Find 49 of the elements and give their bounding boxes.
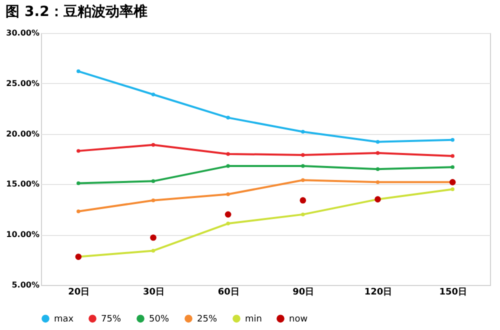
legend-label: min [245, 314, 262, 325]
legend-label: max [54, 314, 74, 325]
point [301, 164, 305, 168]
x-tick-label: 150日 [439, 286, 467, 298]
x-tick-label: 30日 [142, 286, 165, 298]
x-tick-label: 90日 [292, 286, 314, 298]
point [450, 187, 454, 192]
point [226, 222, 230, 226]
y-tick-label: 30.00% [6, 28, 40, 38]
y-tick-label: 10.00% [6, 230, 40, 240]
point [301, 212, 305, 216]
point [376, 140, 380, 144]
point [150, 234, 156, 241]
point [226, 152, 230, 156]
point [226, 116, 230, 120]
point [76, 181, 80, 186]
legend-label: 25% [197, 314, 218, 325]
point [301, 153, 305, 157]
y-tick-label: 15.00% [6, 180, 40, 189]
y-tick-label: 25.00% [6, 78, 40, 88]
point [151, 92, 156, 96]
point [301, 130, 305, 134]
point [450, 165, 454, 169]
y-tick-label: 5.00% [12, 280, 40, 290]
point [226, 192, 230, 196]
point [376, 151, 380, 155]
point [151, 143, 156, 147]
point [151, 198, 156, 202]
point [301, 178, 305, 182]
point [151, 179, 156, 184]
legend-label: 50% [149, 314, 170, 325]
x-tick-label: 60日 [218, 286, 240, 298]
y-tick-label: 20.00% [6, 129, 40, 138]
x-tick-label: 20日 [68, 286, 90, 298]
legend-label: 75% [101, 314, 122, 325]
x-tick-label: 120日 [364, 286, 392, 298]
legend-label: now [289, 314, 308, 325]
point [151, 248, 156, 253]
chart-title: 图 3.2：豆粕波动率椎 [6, 3, 148, 20]
point [76, 210, 80, 214]
point [224, 211, 232, 218]
point [450, 138, 454, 142]
point [76, 149, 80, 153]
point [226, 164, 230, 168]
point [76, 69, 80, 74]
point [376, 167, 380, 171]
point [376, 180, 380, 184]
point [450, 154, 454, 158]
point [300, 197, 306, 204]
